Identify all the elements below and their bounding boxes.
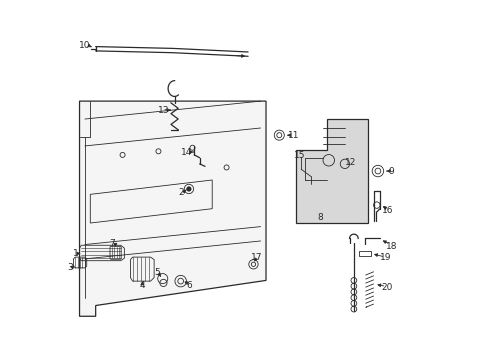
Text: 20: 20 (381, 283, 392, 292)
Text: 1: 1 (73, 249, 79, 258)
Text: 11: 11 (287, 131, 299, 140)
Text: 6: 6 (186, 280, 192, 289)
Text: 17: 17 (251, 253, 262, 262)
Polygon shape (296, 119, 367, 223)
Circle shape (186, 187, 191, 191)
Text: 13: 13 (158, 105, 169, 114)
Text: 3: 3 (67, 264, 73, 273)
Text: 18: 18 (385, 242, 396, 251)
Text: 8: 8 (316, 213, 322, 222)
Text: 7: 7 (109, 239, 115, 248)
Text: 14: 14 (181, 148, 192, 157)
Bar (359, 251, 370, 256)
Polygon shape (80, 101, 265, 316)
Text: 5: 5 (154, 268, 160, 277)
Text: 2: 2 (178, 188, 183, 197)
Text: 9: 9 (388, 167, 394, 176)
Text: 15: 15 (293, 151, 305, 160)
Text: 19: 19 (380, 253, 391, 262)
Text: 4: 4 (139, 281, 145, 290)
Text: 16: 16 (382, 206, 393, 215)
Text: 12: 12 (344, 158, 355, 167)
Text: 10: 10 (79, 41, 90, 50)
